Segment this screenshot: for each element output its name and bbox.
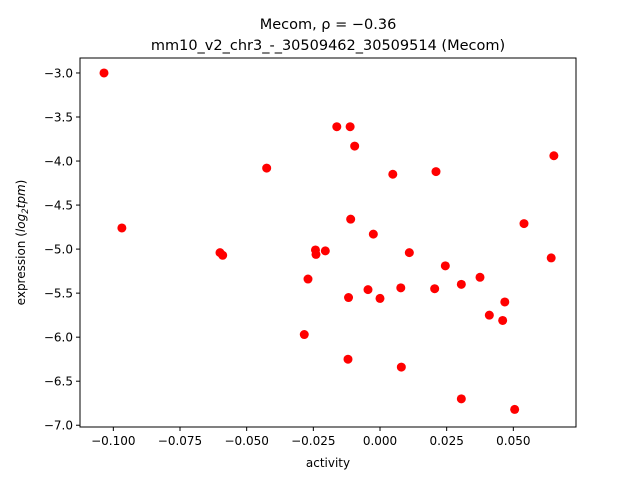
chart-title-line2: mm10_v2_chr3_-_30509462_30509514 (Mecom) — [151, 38, 505, 54]
data-point-13 — [345, 122, 355, 132]
data-point-8 — [311, 249, 321, 259]
data-point-33 — [519, 219, 529, 229]
plot-frame — [79, 57, 577, 428]
data-point-10 — [332, 122, 342, 132]
data-point-5 — [299, 330, 309, 340]
data-point-32 — [510, 404, 520, 414]
data-point-34 — [546, 253, 556, 263]
x-tick-label: −0.050 — [224, 434, 268, 448]
data-point-1 — [117, 223, 127, 233]
x-tick-label: −0.025 — [291, 434, 335, 448]
y-tick-label: −4.0 — [44, 155, 73, 169]
x-tick-label: −0.075 — [158, 434, 202, 448]
data-point-35 — [549, 151, 559, 161]
data-point-9 — [320, 246, 330, 256]
data-point-22 — [404, 248, 414, 258]
data-point-27 — [456, 394, 466, 404]
data-point-15 — [350, 141, 360, 151]
x-tick-label: 0.050 — [496, 434, 530, 448]
y-tick-label: −3.0 — [44, 66, 73, 80]
y-tick-label: −6.5 — [44, 375, 73, 389]
data-point-24 — [431, 167, 441, 177]
data-point-31 — [500, 297, 510, 307]
data-point-0 — [99, 68, 109, 78]
data-point-12 — [344, 293, 354, 303]
chart-title-line1: Mecom, ρ = −0.36 — [260, 17, 397, 33]
y-tick-label: −7.0 — [44, 419, 73, 433]
y-tick-label: −6.0 — [44, 331, 73, 345]
x-tick-label: 0.000 — [363, 434, 397, 448]
data-point-4 — [262, 163, 272, 173]
data-point-30 — [498, 315, 508, 325]
data-point-17 — [368, 229, 378, 239]
data-points — [99, 68, 559, 414]
data-point-11 — [343, 354, 353, 364]
x-tick-label: 0.025 — [429, 434, 463, 448]
data-point-16 — [363, 285, 373, 295]
y-tick-label: −5.5 — [44, 287, 73, 301]
data-point-20 — [396, 283, 406, 293]
data-point-21 — [396, 362, 406, 372]
data-point-25 — [440, 261, 450, 271]
y-axis-ticks: −3.0 −3.5 −4.0 −4.5 −5.0 −5.5 −6.0 −6.5 −7.0 — [44, 66, 80, 433]
x-axis-label: activity — [306, 456, 350, 470]
data-point-6 — [303, 274, 313, 284]
y-axis-label: expression (log2tpm) — [14, 180, 31, 306]
y-tick-label: −4.5 — [44, 199, 73, 213]
data-point-23 — [430, 284, 440, 294]
data-point-3 — [218, 250, 228, 260]
x-tick-label: −0.100 — [91, 434, 135, 448]
y-tick-label: −3.5 — [44, 111, 73, 125]
data-point-18 — [375, 293, 385, 303]
data-point-28 — [475, 272, 485, 282]
data-point-19 — [388, 169, 398, 179]
data-point-26 — [456, 279, 466, 289]
data-point-14 — [346, 214, 356, 224]
y-tick-label: −5.0 — [44, 243, 73, 257]
x-axis-ticks: −0.100 −0.075 −0.050 −0.025 0.000 0.025 0.050 — [91, 427, 531, 448]
data-point-29 — [484, 310, 494, 320]
